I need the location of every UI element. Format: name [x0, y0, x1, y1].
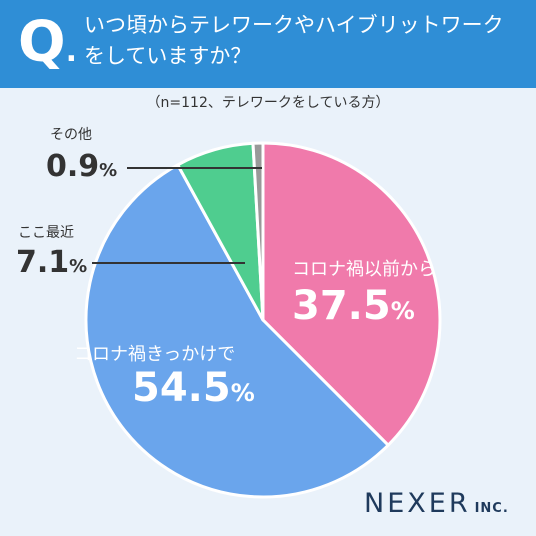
leader-lines [92, 167, 262, 264]
slice-name-other: その他 [50, 127, 92, 143]
slice-value-triggered-by-corona-number: 54.5 [132, 365, 231, 411]
pie-slice-other [251, 141, 265, 322]
question-header: Q. いつ頃からテレワークやハイブリットワークをしていますか？ [0, 0, 536, 88]
slice-value-before-corona-number: 37.5 [292, 283, 391, 329]
slice-value-other-unit: % [99, 160, 118, 181]
q-dot: . [65, 34, 78, 69]
question-text: いつ頃からテレワークやハイブリットワークをしていますか？ [84, 13, 504, 68]
slice-value-recent-unit: % [69, 256, 88, 277]
slice-value-recent-number: 7.1 [16, 245, 70, 280]
pie-slice-triggered-by-corona [84, 163, 390, 499]
q-mark: Q. [18, 10, 80, 76]
slice-value-other-number: 0.9 [46, 149, 100, 184]
pie-slices [84, 141, 442, 499]
q-letter: Q [18, 10, 66, 75]
slice-value-before-corona: 37.5% [292, 284, 415, 333]
nexer-logo: NEXER INC. [364, 488, 509, 519]
slice-value-other: 0.9% [46, 150, 117, 188]
logo-main: NEXER [364, 488, 471, 519]
slice-value-triggered-by-corona: 54.5% [132, 366, 255, 415]
slice-name-triggered-by-corona: コロナ禍きっかけで [74, 344, 236, 365]
sample-note: （n=112、テレワークをしている方） [146, 95, 390, 111]
pie-slice-before-corona [261, 141, 442, 447]
slice-value-recent: 7.1% [16, 246, 87, 284]
slice-name-before-corona: コロナ禍以前から [292, 259, 436, 280]
slice-value-triggered-by-corona-unit: % [230, 379, 255, 407]
slice-value-before-corona-unit: % [390, 297, 415, 325]
slice-name-recent: ここ最近 [18, 225, 74, 241]
logo-sub: INC. [474, 501, 509, 516]
